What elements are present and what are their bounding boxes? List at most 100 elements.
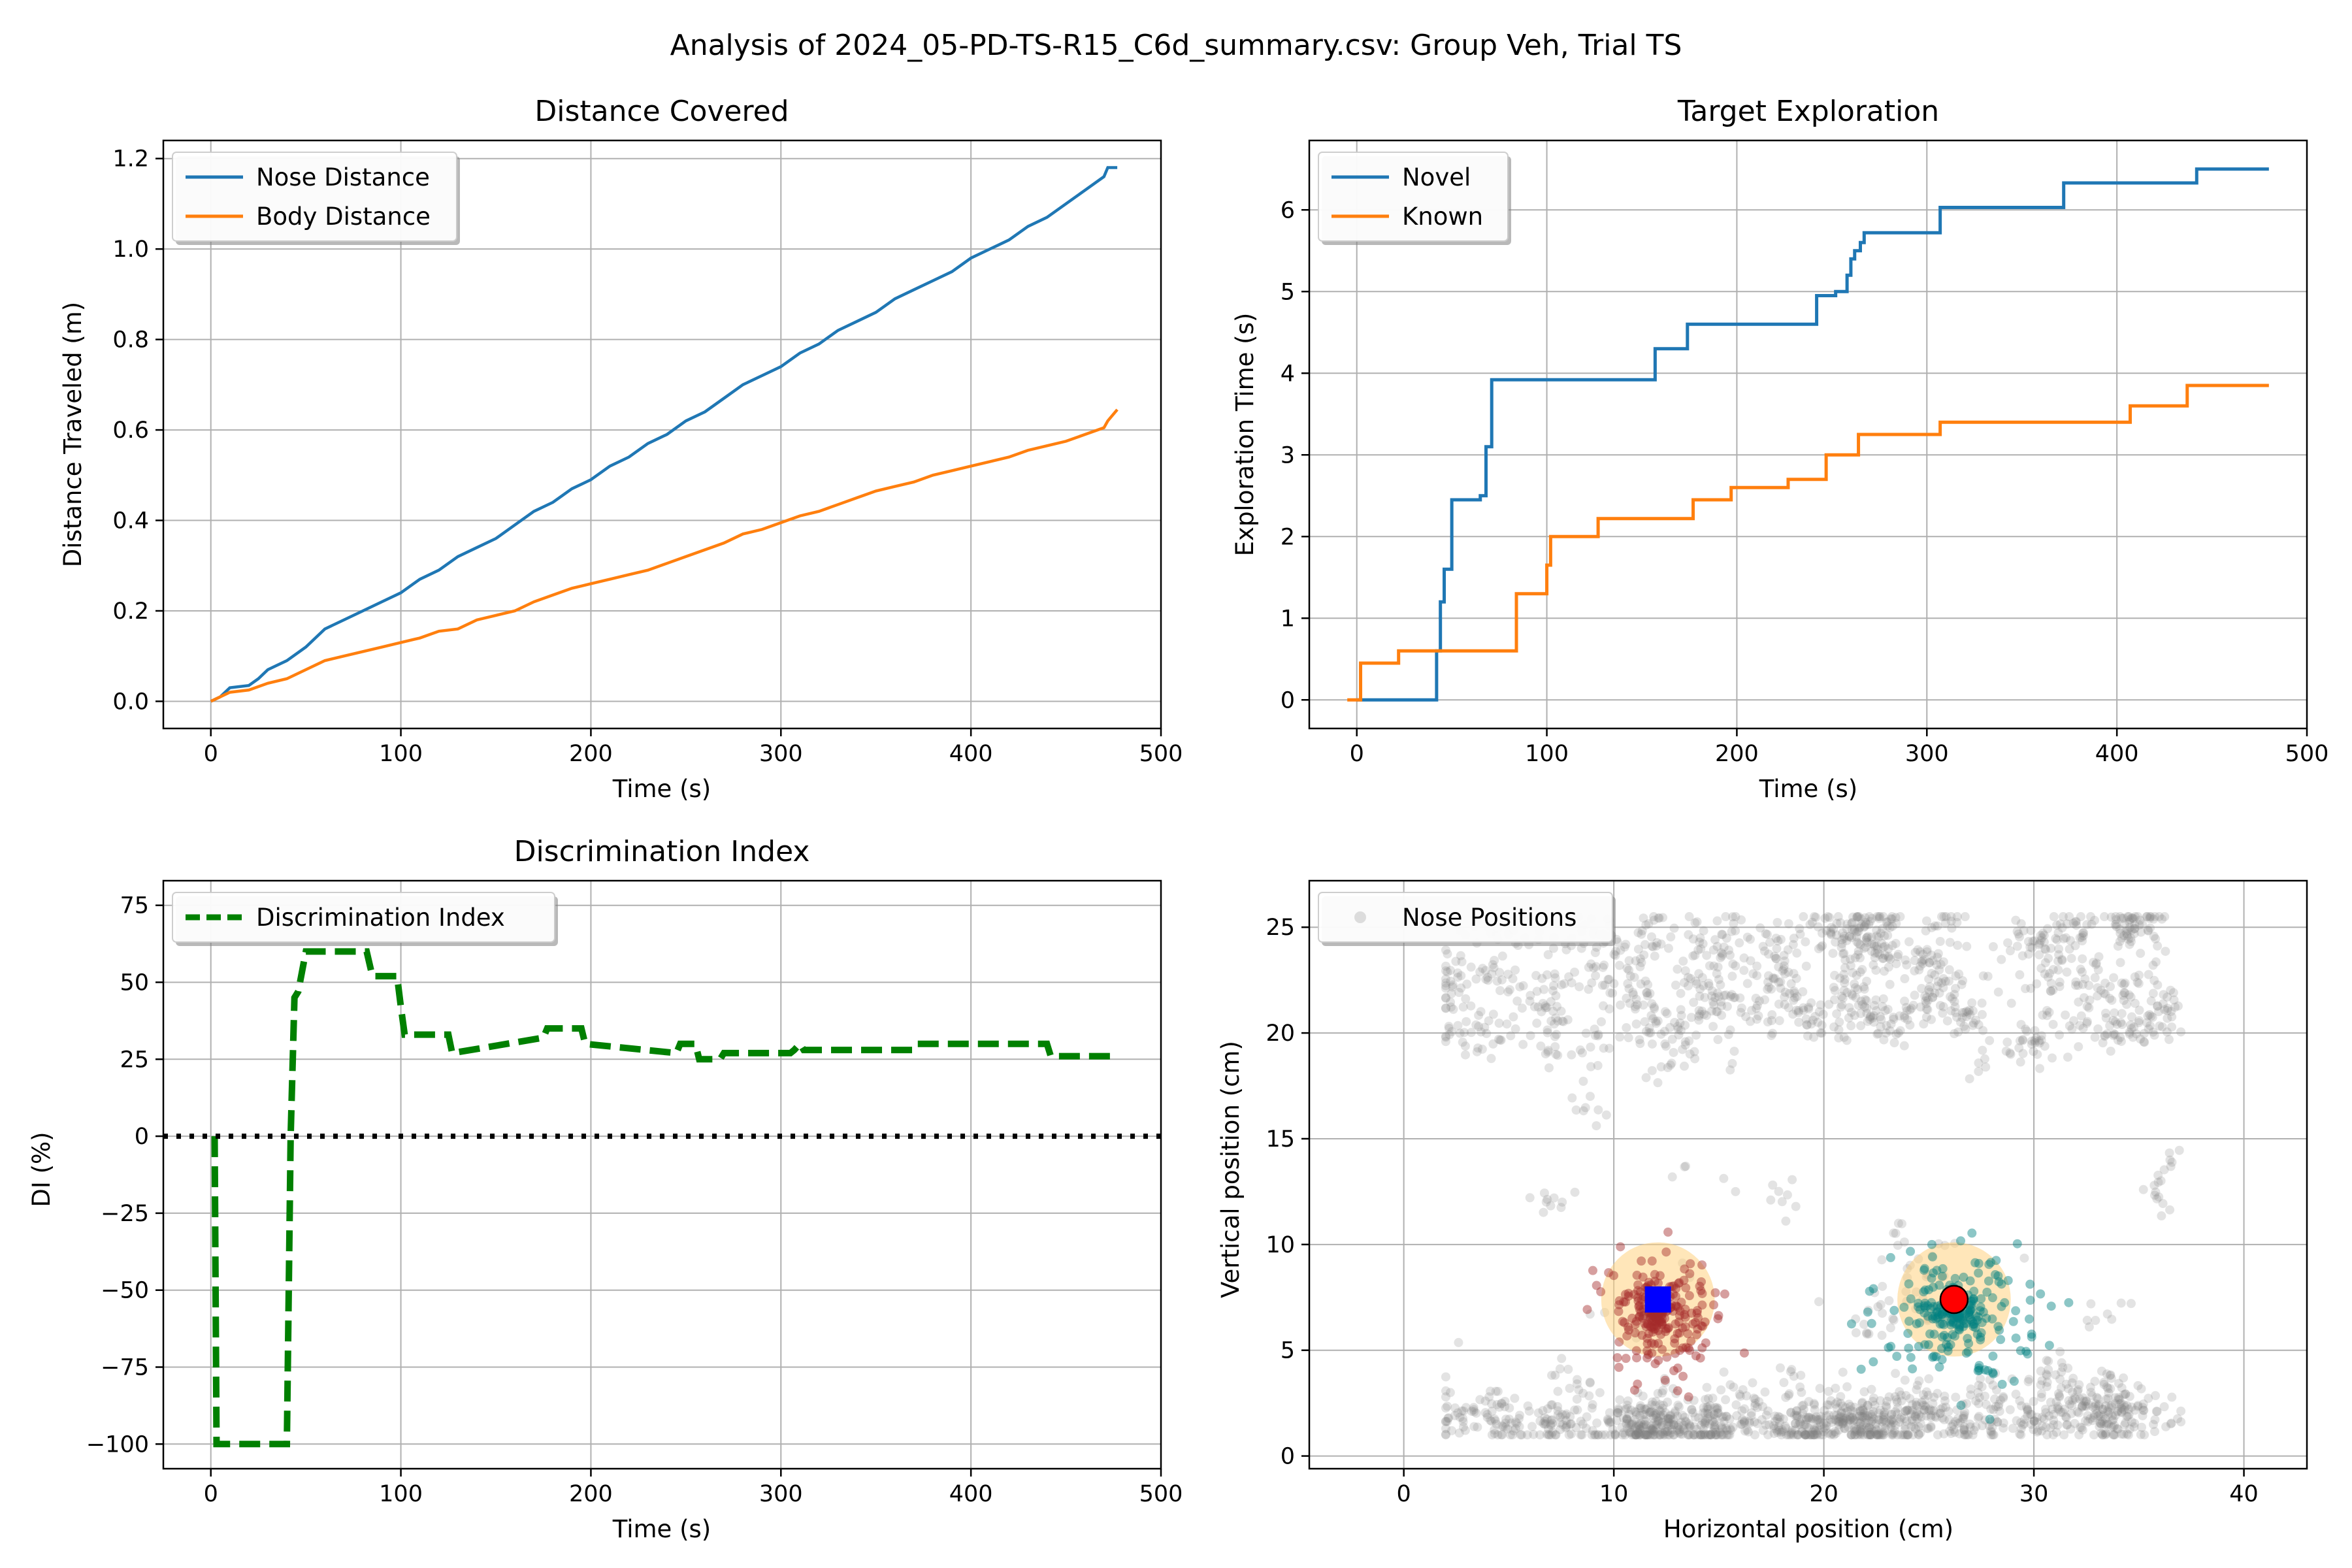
nose-position-point [1593, 1060, 1603, 1070]
nose-position-point [1799, 912, 1808, 922]
nose-position-point [1782, 1190, 1792, 1200]
nose-position-point [1879, 1415, 1889, 1425]
nose-position-point [1861, 917, 1870, 927]
nose-position-point [2036, 930, 2046, 940]
distance-chart-series-group [210, 166, 1119, 703]
nose-position-point [1511, 1417, 1520, 1427]
nose-position-point [1857, 1405, 1867, 1415]
nose-position-point [2029, 1397, 2038, 1407]
nose-position-point [1870, 1424, 1880, 1433]
nose-position-point [1628, 988, 1638, 998]
nose-position-point [2110, 1411, 2120, 1420]
nose-position-point [1635, 1430, 1644, 1440]
nose-position-point [1852, 927, 1862, 937]
nose-position-point [1565, 1419, 1575, 1429]
nose-position-point [1919, 955, 1929, 964]
nose-position-point [1684, 1430, 1693, 1440]
nose-position-point [1843, 1422, 1853, 1432]
nose-position-point [1960, 912, 1970, 922]
nose-position-point [1794, 1420, 1804, 1429]
nose-position-point [1808, 1015, 1818, 1025]
nose-position-point [2057, 955, 2067, 964]
nose-position-point [2108, 1430, 2118, 1440]
nose-position-point [2093, 1024, 2103, 1034]
nose-position-point [1933, 949, 1943, 958]
nose-position-point [2106, 1370, 2115, 1380]
nose-position-point [1669, 923, 1679, 933]
nose-position-point [1663, 943, 1673, 953]
nose-position-point [2076, 964, 2085, 974]
nose-position-point [1769, 1424, 1779, 1433]
nose-position-point [1710, 1422, 1720, 1432]
nose-position-point [1454, 1337, 1463, 1347]
nose-position-point [1488, 960, 1497, 970]
nose-position-point [1680, 1021, 1690, 1030]
nose-position-point [1780, 987, 1790, 997]
nose-position-point [2108, 1422, 2118, 1431]
nose-position-point [1665, 1022, 1675, 1032]
nose-position-point [2079, 1396, 2089, 1406]
nose-position-point [1668, 1384, 1678, 1394]
novel-exploration-point [1904, 1343, 1914, 1353]
nose-position-point [2077, 932, 2087, 942]
nose-position-point [1703, 1402, 1713, 1412]
nose-position-point [1997, 955, 2006, 964]
nose-position-point [1578, 1106, 1588, 1116]
nose-position-point [1779, 951, 1789, 960]
nose-position-point [1683, 1395, 1693, 1405]
known-exploration-point [1614, 1307, 1624, 1316]
novel-exploration-point [1953, 1313, 1963, 1323]
novel-exploration-point [1946, 1320, 1956, 1330]
nose-position-point [1455, 1028, 1465, 1038]
nose-position-point [2135, 915, 2145, 925]
nose-position-point [1448, 1004, 1458, 1014]
nose-position-point [1593, 1105, 1603, 1115]
nose-position-point [1816, 1417, 1825, 1427]
nose-position-point [1739, 1417, 1749, 1427]
nose-position-point [1684, 1036, 1694, 1046]
nose-position-point [1872, 941, 1882, 951]
nose-position-point [1641, 1416, 1651, 1426]
nose-position-point [1862, 1004, 1872, 1013]
nose-position-point [1678, 1411, 1688, 1420]
novel-exploration-point [1928, 1282, 1938, 1292]
nose-position-point [1648, 1411, 1658, 1420]
nose-position-point [1789, 987, 1799, 996]
nose-position-point [1459, 1406, 1469, 1416]
nose-position-point [2039, 930, 2049, 940]
nose-position-point [1665, 1411, 1675, 1421]
nose-position-point [1786, 1429, 1796, 1439]
nose-position-point [2167, 1012, 2177, 1022]
positions-chart-xtick-label-0: 0 [1397, 1481, 1411, 1507]
nose-position-point [2136, 949, 2146, 958]
nose-position-point [1871, 1006, 1881, 1016]
nose-position-point [1525, 996, 1535, 1006]
nose-position-point [1650, 1408, 1659, 1418]
nose-position-point [1441, 1392, 1450, 1402]
nose-position-point [1456, 983, 1466, 993]
nose-position-point [1757, 1414, 1767, 1424]
nose-position-point [1883, 921, 1893, 931]
nose-position-point [1802, 1415, 1812, 1425]
novel-exploration-point [1919, 1308, 1929, 1318]
nose-position-point [1816, 942, 1826, 952]
nose-position-point [1752, 1403, 1762, 1413]
nose-position-point [1748, 1378, 1757, 1388]
nose-position-point [1632, 1000, 1642, 1009]
nose-position-point [1808, 1430, 1818, 1440]
nose-position-point [1717, 951, 1727, 961]
nose-position-point [1921, 996, 1931, 1005]
nose-position-point [1487, 1399, 1497, 1409]
nose-position-point [1767, 984, 1776, 994]
nose-position-point [1576, 1416, 1586, 1426]
nose-position-point [1447, 1027, 1457, 1037]
nose-position-point [2045, 968, 2055, 978]
known-exploration-point [1691, 1351, 1701, 1361]
nose-position-point [1823, 912, 1833, 922]
known-exploration-point [1671, 1284, 1681, 1294]
nose-position-point [1713, 1404, 1723, 1414]
nose-position-point [1868, 1409, 1878, 1419]
novel-exploration-point [1865, 1286, 1874, 1296]
nose-position-point [1893, 1028, 1903, 1038]
nose-position-point [1645, 1408, 1655, 1418]
